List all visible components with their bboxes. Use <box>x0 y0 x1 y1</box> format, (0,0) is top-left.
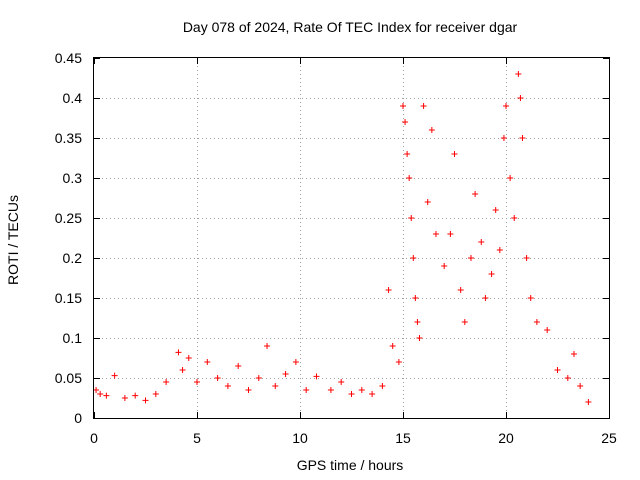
data-point <box>472 191 479 197</box>
data-point <box>389 343 396 349</box>
data-point <box>488 271 495 277</box>
data-point <box>395 359 402 365</box>
data-point <box>327 387 334 393</box>
data-point <box>420 103 427 109</box>
data-point <box>482 295 489 301</box>
data-point <box>527 295 534 301</box>
plot-frame <box>93 57 610 419</box>
data-point <box>358 387 365 393</box>
data-point <box>564 375 571 381</box>
data-point <box>441 263 448 269</box>
data-point <box>517 95 524 101</box>
y-tick-label: 0.4 <box>63 90 83 106</box>
data-point <box>416 335 423 341</box>
data-point <box>428 127 435 133</box>
data-point <box>533 319 540 325</box>
data-point <box>507 175 514 181</box>
data-point <box>103 392 110 399</box>
data-point <box>282 371 289 377</box>
data-point <box>224 383 231 389</box>
data-point <box>500 135 507 141</box>
axis-ticks: 0 5 10 15 20 25 0 0.05 0.1 0.15 0.2 0.25 0.3 0.35 0.4 0… <box>55 50 617 446</box>
data-point <box>385 287 392 293</box>
data-point <box>467 255 474 261</box>
data-point <box>400 103 406 109</box>
data-point <box>255 375 262 381</box>
data-point <box>179 367 186 373</box>
data-point <box>194 379 200 385</box>
data-point <box>272 383 279 389</box>
data-point <box>414 319 421 325</box>
y-axis-label: ROTI / TECUs <box>5 195 21 285</box>
x-tick-label: 25 <box>601 430 617 446</box>
data-point <box>461 319 468 325</box>
y-tick-label: 0.1 <box>63 330 83 346</box>
data-point <box>111 372 118 379</box>
data-point <box>235 363 242 369</box>
data-point <box>303 387 310 393</box>
data-point <box>478 239 485 245</box>
data-point <box>348 391 355 397</box>
data-point <box>404 151 411 157</box>
data-point <box>432 231 439 237</box>
data-point <box>554 367 561 373</box>
y-tick-label: 0 <box>74 410 82 426</box>
y-tick-label: 0.25 <box>55 210 82 226</box>
data-point <box>410 255 417 261</box>
data-point <box>496 247 503 253</box>
y-tick-label: 0.45 <box>55 50 82 66</box>
data-point <box>142 397 149 404</box>
data-point <box>519 135 526 141</box>
data-point <box>175 349 182 356</box>
y-tick-label: 0.2 <box>63 250 83 266</box>
data-point <box>97 391 104 397</box>
data-point <box>523 255 530 261</box>
data-point <box>402 119 409 125</box>
data-point <box>570 351 577 357</box>
data-point <box>457 287 464 293</box>
data-point <box>424 199 431 205</box>
data-point <box>214 375 221 381</box>
data-point <box>515 71 522 77</box>
y-tick-label: 0.35 <box>55 130 82 146</box>
chart-title: Day 078 of 2024, Rate Of TEC Index for r… <box>183 19 518 35</box>
data-point <box>451 151 458 157</box>
data-point <box>577 383 584 389</box>
data-point <box>121 395 128 401</box>
data-point <box>264 343 271 349</box>
y-tick-label: 0.15 <box>55 290 82 306</box>
x-tick-label: 10 <box>292 430 308 446</box>
x-tick-label: 0 <box>90 430 98 446</box>
data-point <box>313 373 320 380</box>
data-point <box>492 207 499 213</box>
data-point <box>369 391 376 397</box>
data-point <box>93 387 100 393</box>
data-point <box>412 295 419 301</box>
data-point <box>185 355 192 361</box>
y-tick-label: 0.05 <box>55 370 82 386</box>
x-axis-label: GPS time / hours <box>297 457 404 473</box>
y-tick-label: 0.3 <box>63 170 83 186</box>
data-point <box>406 175 413 181</box>
data-point <box>245 387 252 393</box>
data-point <box>292 359 299 365</box>
data-point <box>511 215 518 221</box>
data-point <box>379 383 386 389</box>
data-point <box>204 359 211 365</box>
data-point <box>503 103 509 109</box>
data-point <box>338 379 345 385</box>
grid <box>94 58 609 418</box>
x-tick-label: 5 <box>193 430 201 446</box>
data-point <box>132 392 139 399</box>
x-tick-label: 15 <box>395 430 411 446</box>
data-point <box>544 327 551 333</box>
data-point <box>408 215 415 221</box>
data-point <box>585 399 592 405</box>
data-point <box>447 231 454 237</box>
x-tick-label: 20 <box>498 430 514 446</box>
data-point <box>163 379 170 385</box>
data-point <box>152 391 159 397</box>
data-points <box>93 71 592 405</box>
